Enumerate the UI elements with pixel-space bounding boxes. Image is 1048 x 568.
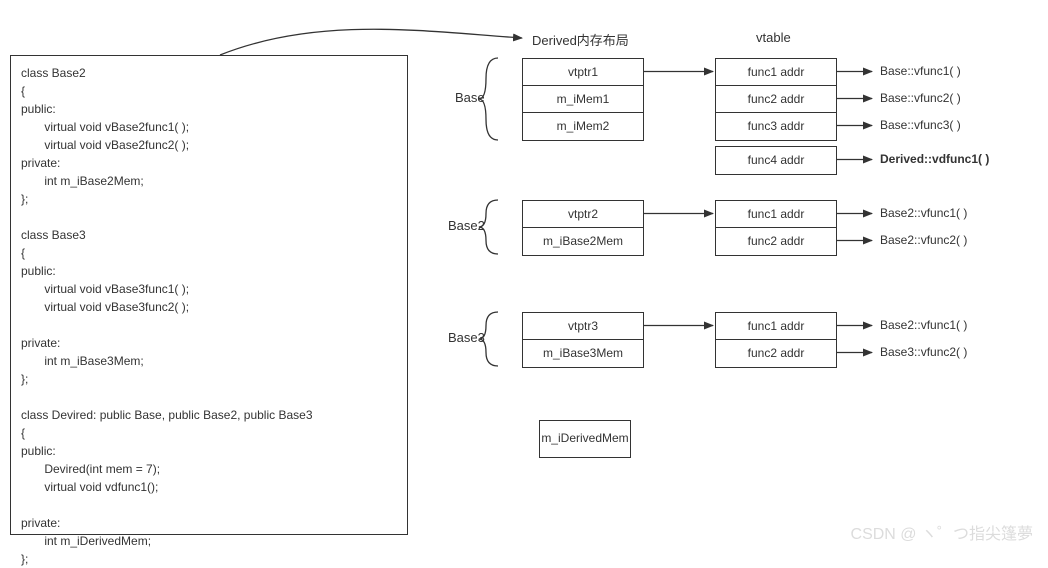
mem-cell-1-1: m_iBase2Mem [522, 227, 644, 256]
target-1-1: Base2::vfunc2( ) [880, 233, 967, 247]
target-0-1: Base::vfunc2( ) [880, 91, 961, 105]
vtable-cell-0-3: func4 addr [715, 146, 837, 175]
target-2-0: Base2::vfunc1( ) [880, 318, 967, 332]
mem-cell-0-0: vtptr1 [522, 58, 644, 87]
mem-cell-2-0: vtptr3 [522, 312, 644, 341]
vtable-cell-0-2: func3 addr [715, 112, 837, 141]
target-1-0: Base2::vfunc1( ) [880, 206, 967, 220]
group-label-base: Base [455, 90, 485, 105]
vtable-cell-2-0: func1 addr [715, 312, 837, 341]
vtable-cell-2-1: func2 addr [715, 339, 837, 368]
mem-cell-0-1: m_iMem1 [522, 85, 644, 114]
target-0-2: Base::vfunc3( ) [880, 118, 961, 132]
derived-mem-cell: m_iDerivedMem [539, 420, 631, 458]
target-0-3: Derived::vdfunc1( ) [880, 152, 989, 166]
watermark-text: CSDN @ ヽ゜つ指尖篷夢 [851, 520, 1033, 544]
group-label-base2: Base2 [448, 218, 485, 233]
target-0-0: Base::vfunc1( ) [880, 64, 961, 78]
mem-cell-2-1: m_iBase3Mem [522, 339, 644, 368]
mem-cell-1-0: vtptr2 [522, 200, 644, 229]
header-memory-layout: Derived内存布局 [532, 30, 629, 49]
vtable-cell-1-1: func2 addr [715, 227, 837, 256]
vtable-cell-1-0: func1 addr [715, 200, 837, 229]
vtable-cell-0-1: func2 addr [715, 85, 837, 114]
header-vtable: vtable [756, 30, 791, 45]
code-box: class Base2 { public: virtual void vBase… [10, 55, 408, 535]
target-2-1: Base3::vfunc2( ) [880, 345, 967, 359]
mem-cell-0-2: m_iMem2 [522, 112, 644, 141]
vtable-cell-0-0: func1 addr [715, 58, 837, 87]
group-label-base3: Base3 [448, 330, 485, 345]
